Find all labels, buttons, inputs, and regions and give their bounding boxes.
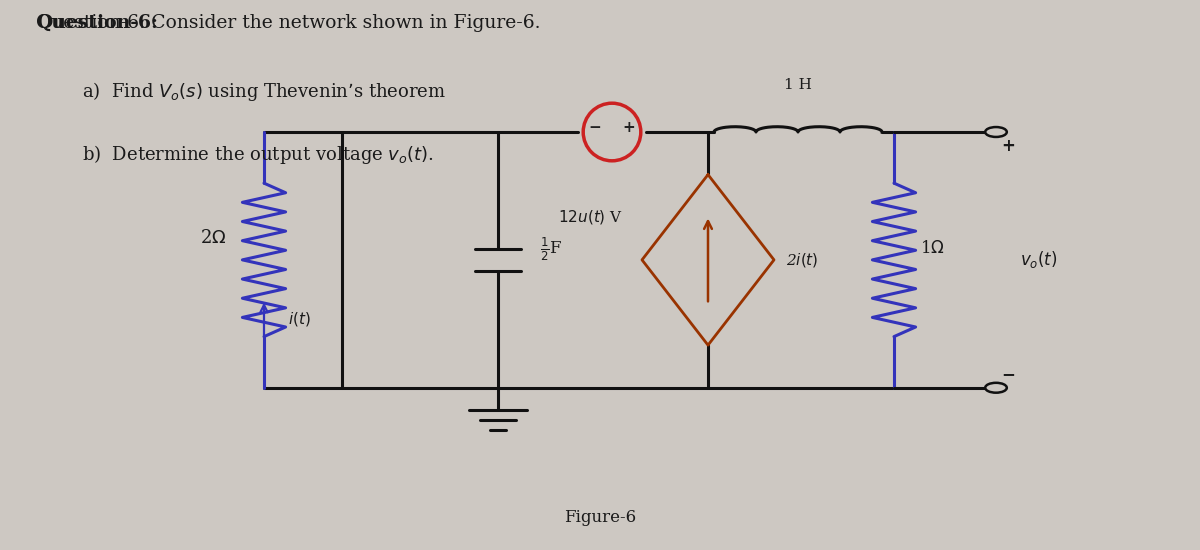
Text: 2$i(t)$: 2$i(t)$ <box>786 251 818 269</box>
Text: +: + <box>1001 137 1015 155</box>
Text: 2$\Omega$: 2$\Omega$ <box>200 229 227 247</box>
Text: $v_o(t)$: $v_o(t)$ <box>1020 249 1057 271</box>
Text: $\frac{1}{2}$F: $\frac{1}{2}$F <box>540 235 563 262</box>
Text: $i(t)$: $i(t)$ <box>288 310 311 328</box>
Text: a)  Find $V_o(s)$ using Thevenin’s theorem: a) Find $V_o(s)$ using Thevenin’s theore… <box>82 80 446 103</box>
Text: Figure-6: Figure-6 <box>564 509 636 525</box>
Text: $12u(t)$ V: $12u(t)$ V <box>558 208 623 226</box>
Text: −: − <box>589 120 601 135</box>
Text: b)  Determine the output voltage $v_o(t)$.: b) Determine the output voltage $v_o(t)$… <box>82 143 433 166</box>
Text: 1 H: 1 H <box>784 78 812 92</box>
Text: 1$\Omega$: 1$\Omega$ <box>920 240 946 257</box>
Text: Question-6: Consider the network shown in Figure-6.: Question-6: Consider the network shown i… <box>36 14 540 32</box>
Circle shape <box>985 127 1007 137</box>
Text: −: − <box>1001 365 1015 383</box>
Text: Question-6:: Question-6: <box>36 14 158 32</box>
Circle shape <box>985 383 1007 393</box>
Text: +: + <box>623 120 635 135</box>
